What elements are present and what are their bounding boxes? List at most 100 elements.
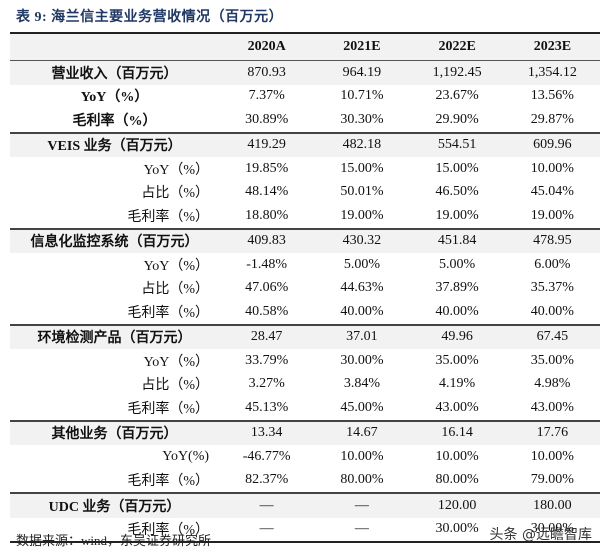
cell-value: 419.29 [219, 131, 315, 157]
cell-value: 13.34 [219, 419, 315, 445]
table-title: 表 9: 海兰信主要业务营收情况（百万元） [16, 10, 284, 25]
cell-value: 35.00% [435, 352, 479, 368]
cell-value: 964.19 [314, 60, 410, 85]
cell-value: 40.00% [340, 303, 384, 319]
header-2023e: 2023E [504, 32, 600, 61]
cell-value: 10.00% [530, 448, 574, 464]
cell-value: 409.83 [219, 227, 315, 253]
row-label: 毛利率（%） [10, 517, 220, 543]
cell-value: 1,192.45 [409, 60, 505, 85]
cell-value: 28.47 [219, 323, 315, 349]
table-row: 占比（%） 47.06% 44.63% 37.89% 35.37% [10, 277, 600, 301]
data-source-note: 数据来源：wind，东吴证券研究所 [16, 533, 212, 548]
row-label: 毛利率（%） [127, 401, 210, 417]
table-row: 占比（%） 3.27% 3.84% 4.19% 4.98% [10, 373, 600, 397]
cell-value: 15.00% [340, 160, 384, 176]
row-label: YoY（%） [80, 90, 149, 106]
cell-value: — [219, 517, 315, 543]
cell-value: 13.56% [530, 88, 574, 104]
cell-value: — [314, 492, 410, 518]
section-row: 环境检测产品（百万元） 28.47 37.01 49.96 67.45 [10, 323, 600, 349]
table-row: 毛利率（%） 40.58% 40.00% 40.00% 40.00% [10, 300, 600, 325]
row-label: 毛利率（%） [127, 209, 210, 225]
cell-value: 37.01 [314, 323, 410, 349]
row-label: YoY（%） [143, 354, 210, 370]
cell-value: 180.00 [504, 492, 600, 518]
row-label: 环境检测产品（百万元） [10, 323, 220, 349]
cell-value: 35.37% [530, 280, 574, 296]
cell-value: 50.01% [340, 184, 384, 200]
cell-value: 47.06% [245, 280, 289, 296]
cell-value: — [314, 517, 410, 543]
row-label: YoY(%) [162, 448, 210, 464]
cell-value: 43.00% [530, 399, 574, 415]
cell-value: 80.00% [435, 472, 479, 488]
table-row: 毛利率（%） 45.13% 45.00% 43.00% 43.00% [10, 396, 600, 421]
section-row: 信息化监控系统（百万元） 409.83 430.32 451.84 478.95 [10, 227, 600, 253]
cell-value: 3.27% [248, 376, 285, 392]
cell-value: 1,354.12 [504, 60, 600, 85]
cell-value: 4.98% [534, 376, 571, 392]
cell-value: 48.14% [245, 184, 289, 200]
cell-value: 4.19% [439, 376, 476, 392]
row-label: 毛利率（%） [72, 113, 157, 129]
section-row: 其他业务（百万元） 13.34 14.67 16.14 17.76 [10, 419, 600, 445]
cell-value: 870.93 [219, 60, 315, 85]
cell-value: 7.37% [248, 88, 285, 104]
cell-value: — [219, 492, 315, 518]
cell-value: 19.00% [530, 207, 574, 223]
cell-value: 14.67 [314, 419, 410, 445]
table-row: YoY（%） -1.48% 5.00% 5.00% 6.00% [10, 253, 600, 277]
table-row: 毛利率（%） 18.80% 19.00% 19.00% 19.00% [10, 204, 600, 229]
cell-value: 19.00% [340, 207, 384, 223]
row-label: UDC 业务（百万元） [10, 492, 220, 518]
cell-value: 30.00% [504, 517, 600, 543]
cell-value: 451.84 [409, 227, 505, 253]
cell-value: 16.14 [409, 419, 505, 445]
cell-value: 37.89% [435, 280, 479, 296]
cell-value: 82.37% [245, 472, 289, 488]
table-row: YoY（%） 33.79% 30.00% 35.00% 35.00% [10, 349, 600, 373]
cell-value: 40.00% [530, 303, 574, 319]
cell-value: 23.67% [435, 88, 479, 104]
row-label: YoY（%） [143, 162, 210, 178]
cell-value: 430.32 [314, 227, 410, 253]
cell-value: 45.13% [245, 399, 289, 415]
cell-value: 482.18 [314, 131, 410, 157]
cell-value: 478.95 [504, 227, 600, 253]
cell-value: 19.00% [435, 207, 479, 223]
cell-value: 10.00% [435, 448, 479, 464]
cell-value: -46.77% [242, 448, 291, 464]
section-row: VEIS 业务（百万元） 419.29 482.18 554.51 609.96 [10, 131, 600, 157]
table-row: YoY(%) -46.77% 10.00% 10.00% 10.00% [10, 445, 600, 469]
cell-value: 45.00% [340, 399, 384, 415]
cell-value: 49.96 [409, 323, 505, 349]
cell-value: 10.00% [340, 448, 384, 464]
cell-value: 44.63% [340, 280, 384, 296]
header-2020a: 2020A [219, 32, 315, 61]
cell-value: 3.84% [343, 376, 380, 392]
cell-value: 29.87% [530, 111, 574, 127]
header-blank [10, 32, 220, 61]
header-2021e: 2021E [314, 32, 410, 61]
cell-value: 609.96 [504, 131, 600, 157]
cell-value: 30.30% [340, 111, 384, 127]
revenue-table: 2020A 2021E 2022E 2023E 营业收入（百万元） 870.93 9… [10, 32, 600, 543]
cell-value: 40.00% [435, 303, 479, 319]
cell-value: 10.71% [340, 88, 384, 104]
watermark: 头条 @远瞻智库 [489, 527, 592, 543]
cell-value: 46.50% [435, 184, 479, 200]
cell-value: 5.00% [343, 256, 380, 272]
cell-value: 15.00% [435, 160, 479, 176]
row-label: 占比（%） [141, 282, 210, 298]
row-label: 毛利率（%） [127, 474, 210, 490]
cell-value: 18.80% [245, 207, 289, 223]
table-row: 毛利率（%） 82.37% 80.00% 80.00% 79.00% [10, 469, 600, 494]
cell-value: 17.76 [504, 419, 600, 445]
cell-value: 6.00% [534, 256, 571, 272]
cell-value: 5.00% [439, 256, 476, 272]
row-label: 占比（%） [141, 186, 210, 202]
cell-value: -1.48% [246, 256, 288, 272]
row-label: 其他业务（百万元） [10, 419, 220, 445]
table-row: YoY（%） 7.37% 10.71% 23.67% 13.56% [10, 85, 600, 109]
